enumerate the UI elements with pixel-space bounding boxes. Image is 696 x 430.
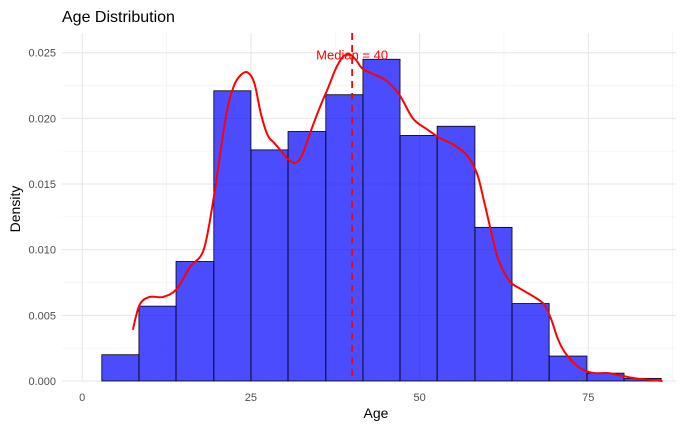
median-layer: Median = 40 bbox=[316, 33, 388, 381]
y-tick-label: 0.025 bbox=[28, 48, 56, 60]
density-curve-layer bbox=[131, 53, 663, 382]
tick-labels: 0 25 50 75 0.000 0.005 0.010 0.015 0.020 0.025 bbox=[28, 48, 594, 404]
histogram-bar bbox=[175, 261, 215, 382]
histogram-bar bbox=[399, 135, 438, 382]
histogram-bar bbox=[436, 125, 476, 382]
y-axis-title: Density bbox=[7, 186, 23, 233]
histogram-bar bbox=[325, 94, 364, 382]
x-axis-title: Age bbox=[364, 405, 389, 421]
y-tick-label: 0.005 bbox=[28, 310, 56, 322]
histogram-bar bbox=[474, 226, 513, 382]
histogram-bar bbox=[511, 303, 550, 382]
x-tick-label: 25 bbox=[245, 392, 257, 404]
y-tick-label: 0.015 bbox=[28, 179, 56, 191]
histogram-bar bbox=[101, 354, 140, 382]
histogram-bar bbox=[362, 58, 401, 382]
x-tick-label: 50 bbox=[413, 392, 425, 404]
histogram-bar bbox=[287, 131, 327, 382]
median-label: Median = 40 bbox=[316, 47, 388, 62]
histogram-bar bbox=[250, 149, 289, 382]
histogram-bar bbox=[213, 90, 252, 382]
x-tick-label: 0 bbox=[79, 392, 85, 404]
chart-title: Age Distribution bbox=[62, 9, 175, 26]
density-curve bbox=[131, 53, 663, 382]
y-tick-label: 0.010 bbox=[28, 245, 56, 257]
y-tick-label: 0.000 bbox=[28, 376, 56, 388]
histogram-bar bbox=[138, 305, 177, 382]
y-tick-label: 0.020 bbox=[28, 113, 56, 125]
histogram-bars bbox=[101, 58, 662, 382]
x-tick-label: 75 bbox=[582, 392, 594, 404]
